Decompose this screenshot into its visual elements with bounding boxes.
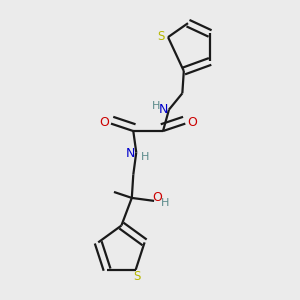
Text: H: H [161, 198, 170, 208]
Text: S: S [134, 270, 141, 283]
Text: N: N [159, 103, 168, 116]
Text: O: O [187, 116, 197, 129]
Text: O: O [152, 191, 162, 204]
Text: N: N [126, 147, 136, 161]
Text: O: O [100, 116, 110, 129]
Text: H: H [140, 152, 149, 162]
Text: H: H [152, 101, 160, 111]
Text: S: S [157, 30, 164, 43]
